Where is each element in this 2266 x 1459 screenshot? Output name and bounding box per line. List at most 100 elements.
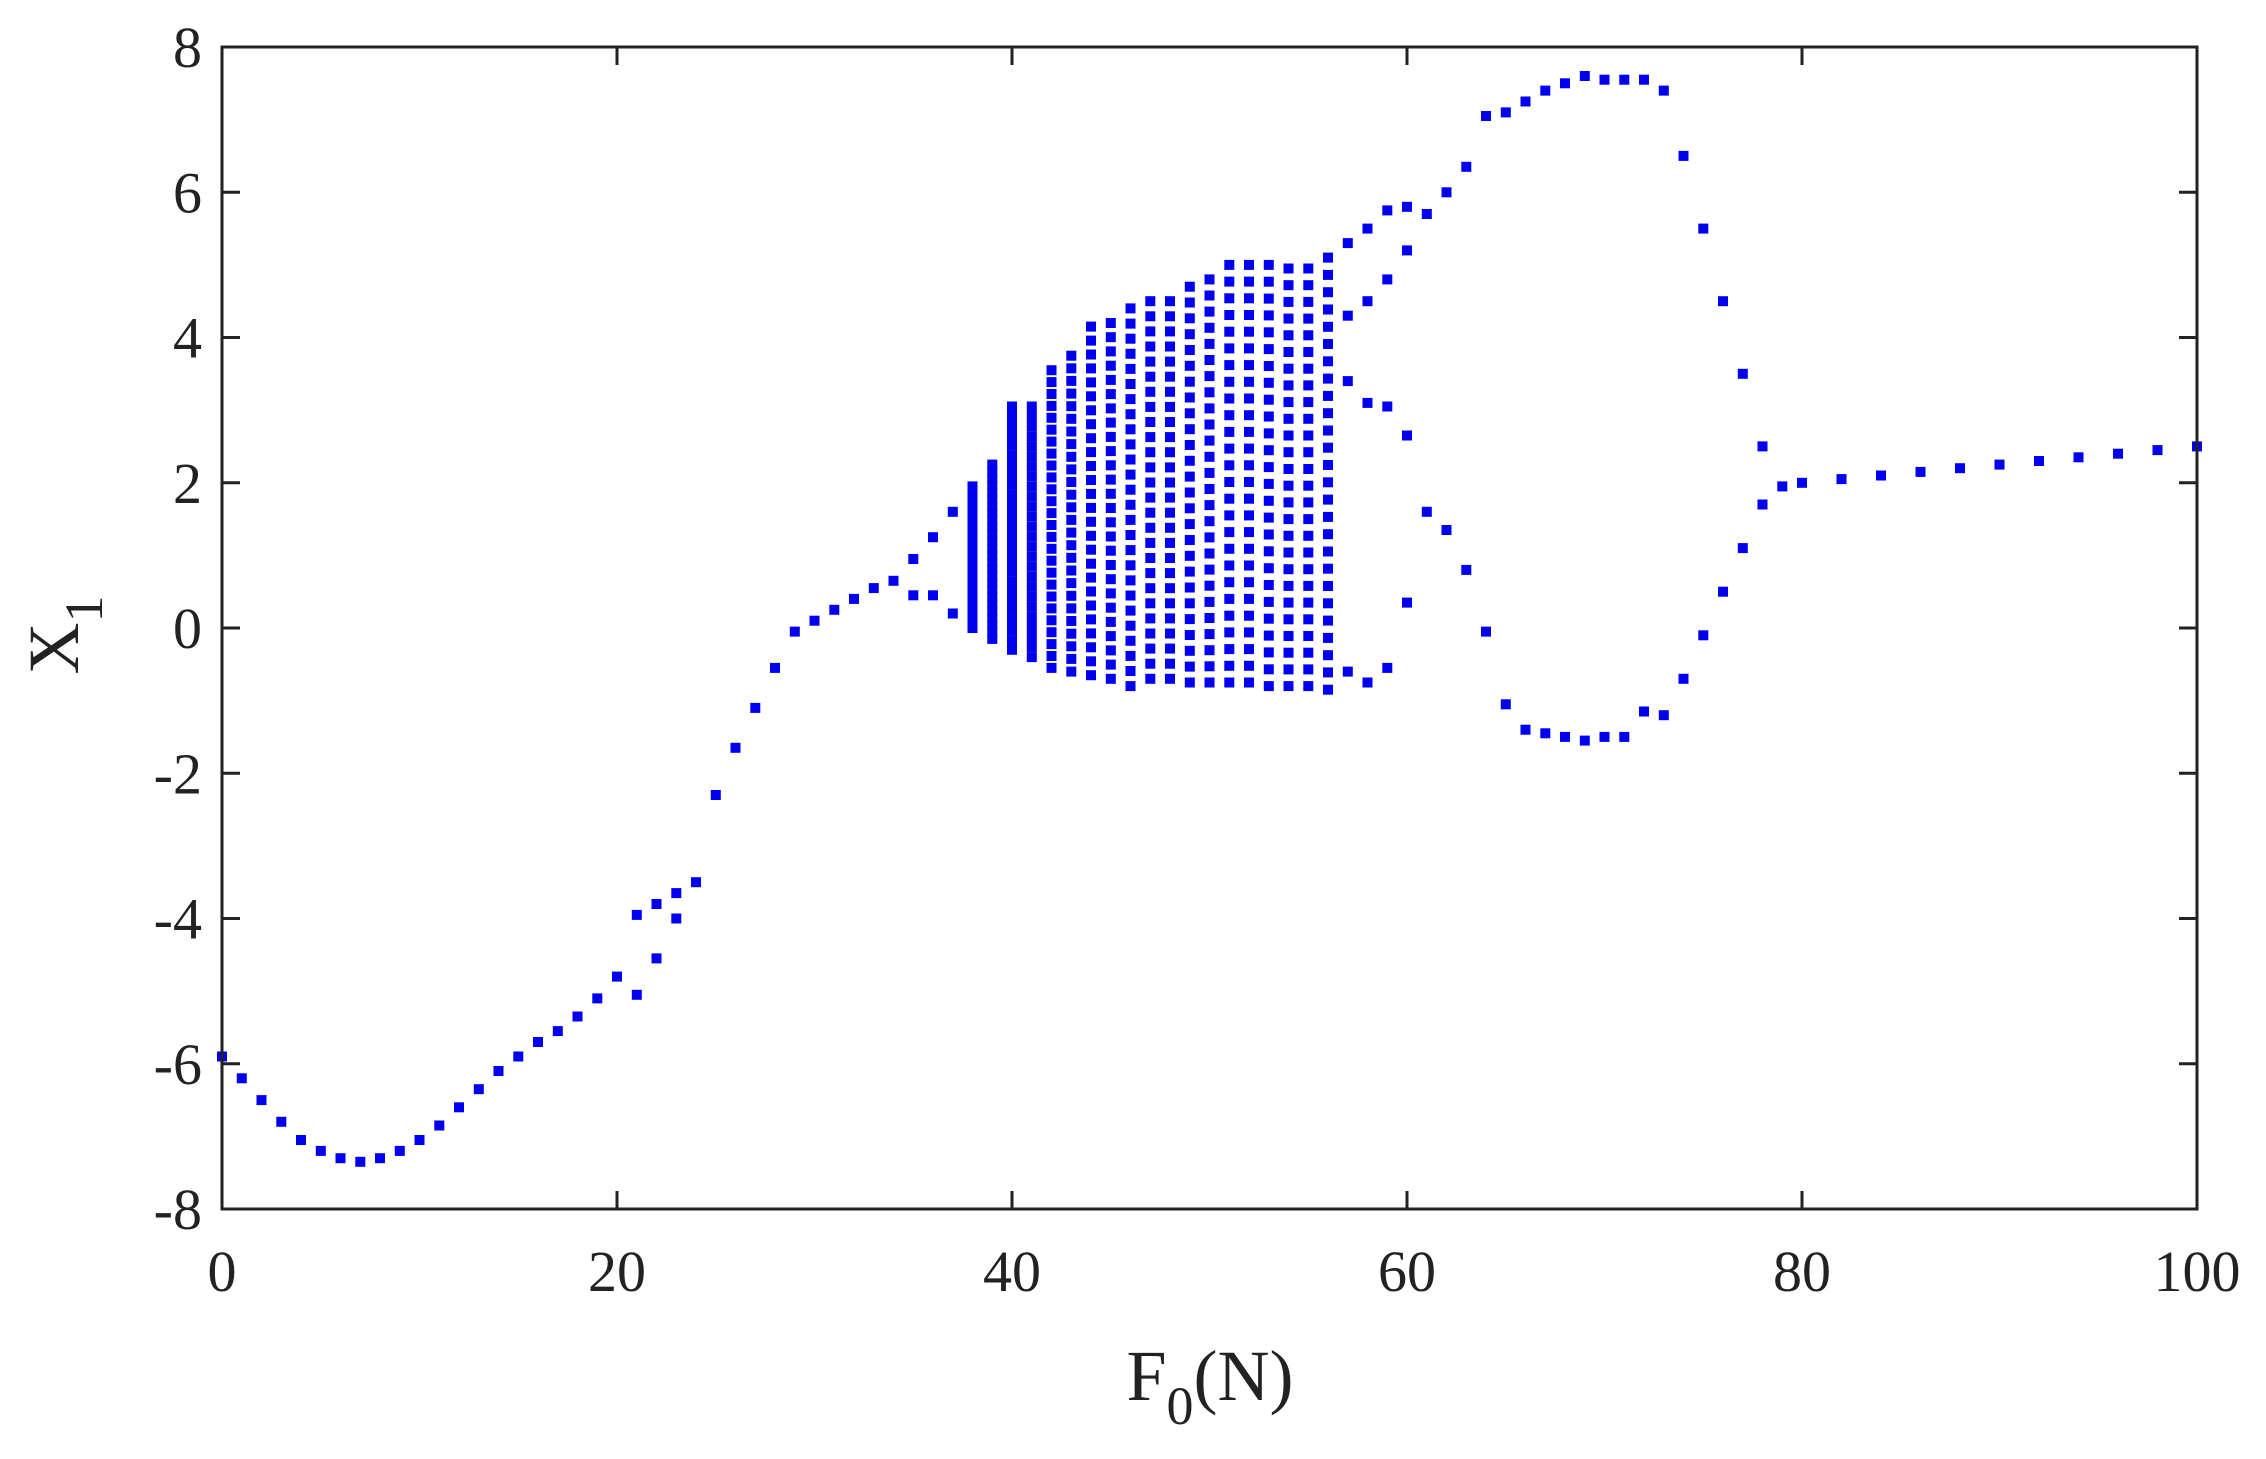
data-point xyxy=(1184,329,1195,340)
data-point xyxy=(1145,507,1156,518)
data-point xyxy=(1836,474,1847,485)
data-point xyxy=(1560,78,1570,89)
data-point xyxy=(1145,628,1156,639)
data-point xyxy=(1086,475,1096,485)
data-point xyxy=(1165,507,1175,518)
data-point xyxy=(1066,489,1077,500)
data-point xyxy=(1323,425,1333,436)
data-point xyxy=(967,606,978,616)
data-point xyxy=(1283,664,1294,675)
data-point xyxy=(1461,564,1472,575)
data-point xyxy=(1086,558,1096,569)
data-point xyxy=(1007,566,1017,577)
data-point xyxy=(1224,577,1235,588)
data-point xyxy=(967,549,978,560)
data-point xyxy=(1066,616,1077,626)
x-axis-label-suffix: (N) xyxy=(1194,1336,1294,1416)
data-point xyxy=(1283,564,1294,575)
data-point xyxy=(1204,613,1215,623)
data-point xyxy=(1026,581,1037,592)
data-point xyxy=(1086,530,1096,541)
x-axis-label-subscript: 0 xyxy=(1167,1376,1194,1436)
data-point xyxy=(1165,417,1175,427)
data-point xyxy=(1165,553,1175,563)
data-point xyxy=(1263,377,1274,388)
data-point xyxy=(1066,451,1077,462)
data-point xyxy=(987,613,998,623)
data-point xyxy=(1263,276,1274,287)
data-point xyxy=(1224,443,1235,454)
data-point xyxy=(1086,391,1096,402)
data-point xyxy=(493,1066,504,1076)
data-point xyxy=(967,498,978,509)
data-point xyxy=(1915,466,1926,477)
data-point xyxy=(1086,614,1096,625)
data-point xyxy=(1145,371,1156,382)
data-point xyxy=(1323,529,1333,540)
data-point xyxy=(335,1153,346,1164)
data-point xyxy=(1599,74,1610,85)
data-point xyxy=(1165,401,1175,412)
data-point xyxy=(967,504,978,514)
data-point xyxy=(1086,586,1096,597)
data-point xyxy=(1263,563,1274,574)
data-point xyxy=(1105,488,1116,499)
data-point xyxy=(1283,547,1294,558)
data-point xyxy=(1658,85,1669,96)
data-point xyxy=(1283,647,1294,658)
data-point xyxy=(730,742,741,753)
data-point xyxy=(1263,495,1274,506)
data-point xyxy=(1125,620,1136,631)
data-point xyxy=(1303,480,1314,491)
data-point xyxy=(1046,496,1057,507)
data-point xyxy=(967,481,978,492)
data-point xyxy=(1066,527,1077,538)
data-point xyxy=(533,1037,543,1047)
data-point xyxy=(1303,313,1314,324)
data-point xyxy=(1283,330,1294,341)
data-point xyxy=(1184,345,1195,355)
data-point xyxy=(1145,296,1156,307)
plot-frame xyxy=(220,45,2199,1211)
data-point xyxy=(1362,677,1373,688)
data-point xyxy=(1046,412,1057,423)
data-point xyxy=(1994,459,2005,470)
data-point xyxy=(375,1153,385,1164)
data-point xyxy=(1184,281,1195,292)
data-point xyxy=(1086,642,1096,653)
data-point xyxy=(1184,408,1195,419)
data-point xyxy=(1165,432,1175,443)
data-point xyxy=(1224,560,1235,571)
data-point xyxy=(1145,673,1156,684)
data-point xyxy=(987,459,998,470)
data-point xyxy=(1184,661,1195,672)
data-point xyxy=(1481,626,1491,637)
data-point xyxy=(967,492,978,503)
data-point xyxy=(1342,238,1353,249)
data-point xyxy=(1026,521,1037,532)
data-point xyxy=(1046,448,1057,459)
data-point xyxy=(1224,610,1235,621)
data-point xyxy=(1283,447,1294,458)
data-point xyxy=(1303,530,1314,541)
data-point xyxy=(1263,445,1274,456)
data-point xyxy=(1204,500,1215,511)
data-point xyxy=(1678,673,1689,684)
data-point xyxy=(1145,492,1156,503)
data-point xyxy=(1086,405,1096,416)
data-point xyxy=(1283,681,1294,692)
data-point xyxy=(1204,548,1215,559)
data-point xyxy=(770,662,780,673)
data-point xyxy=(1125,303,1136,314)
data-point xyxy=(1323,667,1333,678)
data-point xyxy=(1184,487,1195,498)
data-point xyxy=(1066,540,1077,551)
data-point xyxy=(1165,462,1175,473)
data-point xyxy=(1303,614,1314,625)
data-point xyxy=(1955,463,1965,474)
data-point xyxy=(671,913,682,924)
data-point xyxy=(987,585,998,596)
y-axis-label-subscript: 1 xyxy=(54,596,114,623)
data-point xyxy=(987,633,998,644)
data-point xyxy=(1283,614,1294,625)
